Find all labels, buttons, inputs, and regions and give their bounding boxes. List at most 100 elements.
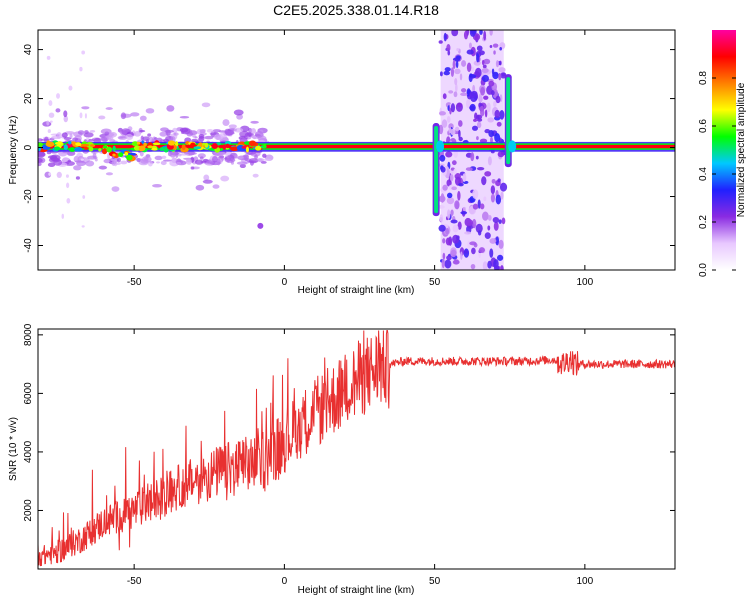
spectrogram-cell [82, 195, 86, 199]
noise-band-cell [469, 30, 476, 37]
snr-series-line [38, 330, 675, 567]
noise-band-cell [484, 171, 492, 177]
spectrogram-cell [77, 130, 85, 135]
spectrogram-cell [243, 154, 249, 161]
spectrogram-cell [79, 112, 83, 119]
noise-band-cell [469, 103, 476, 112]
spectrogram-cell [204, 142, 209, 148]
spectrogram-cell [212, 184, 220, 189]
noise-band-cell [491, 178, 496, 184]
spectrogram-cell [125, 133, 134, 141]
colorbar-tick-label: 0.6 [698, 119, 709, 133]
spectrogram-cell [224, 157, 236, 163]
y-tick-label: 2000 [23, 499, 34, 522]
noise-band-cell [455, 83, 458, 93]
spectrogram-cell [72, 137, 79, 142]
spectrogram-cell [61, 132, 68, 138]
spectrogram-cell [160, 127, 169, 132]
noise-band-cell [445, 237, 451, 246]
noise-band-cell [466, 30, 470, 36]
edge-feature-right [506, 77, 511, 165]
noise-band-cell [499, 182, 508, 192]
noise-band-cell [495, 194, 502, 205]
noise-band-cell [481, 176, 487, 186]
x-tick-label: -50 [127, 277, 142, 288]
noise-band-cell [481, 67, 489, 74]
spectrogram-cell [48, 112, 55, 118]
spectrogram-cell [261, 158, 272, 161]
spectrogram-cell [152, 183, 163, 188]
spectrogram-cell [174, 141, 179, 147]
spectrogram-cell [198, 142, 204, 148]
spectrogram-cell [65, 174, 69, 178]
noise-band-cell [472, 218, 477, 229]
noise-band-cell [454, 78, 458, 86]
spectrogram-x-ticks: -50 0 50 100 [127, 30, 594, 288]
noise-band-cell [475, 155, 479, 160]
main-line-core [38, 144, 675, 149]
noise-band-cell [460, 88, 467, 93]
noise-band-cell [479, 30, 483, 35]
spectrogram-cell [179, 153, 189, 156]
noise-band-cell [482, 261, 488, 270]
noise-band-cell [441, 119, 448, 128]
noise-band-cell [484, 232, 491, 240]
spectrogram-cell [192, 135, 197, 138]
spectrogram-cell [105, 172, 113, 176]
spectrogram-cell [81, 50, 86, 55]
spectrogram-cell [254, 154, 258, 160]
spectrogram-cell [126, 154, 133, 161]
spectrogram-cell [56, 93, 60, 99]
noise-band-cell [476, 136, 479, 141]
noise-band-cell [459, 73, 463, 81]
spectrogram-cell [49, 120, 53, 123]
spectrogram-cell [63, 110, 68, 118]
noise-band-cell [494, 109, 500, 119]
spectrogram-cell [46, 55, 51, 60]
noise-band-cell [452, 59, 456, 69]
spectrogram-cell [73, 147, 83, 152]
spectrogram-cell [222, 119, 230, 127]
isolated-blob [257, 222, 264, 229]
spectrogram-cell [89, 144, 96, 147]
noise-band-cell [483, 196, 487, 202]
spectrogram-cell [54, 141, 64, 145]
spectrogram-cell [62, 157, 69, 162]
y-tick-label: -20 [23, 189, 34, 204]
noise-band-cell [440, 166, 446, 173]
noise-band-cell [440, 193, 445, 203]
spectrogram-cell [254, 130, 264, 138]
spectrogram-cell [197, 153, 206, 159]
spectrogram-cell [154, 137, 158, 140]
spectrogram-cell [66, 182, 70, 189]
edge-feature-left-joint [436, 140, 445, 153]
spectrogram-cell [201, 129, 206, 133]
noise-band-cell [446, 115, 451, 123]
noise-band-cell [491, 68, 495, 75]
spectrogram-cell [104, 131, 110, 136]
spectrogram-cell [38, 162, 42, 167]
spectrogram-cell [124, 152, 129, 156]
noise-band-cell [467, 240, 471, 249]
noise-band-cell [477, 230, 482, 236]
noise-band-cell [465, 167, 473, 171]
noise-band-cell [438, 111, 446, 116]
spectrogram-cell [143, 142, 147, 147]
noise-band-cell [475, 114, 483, 120]
spectrogram-cell [63, 137, 72, 141]
spectrogram-cell [51, 135, 61, 140]
noise-band-cell [438, 124, 444, 135]
y-tick-label: 6000 [23, 382, 34, 405]
spectrogram-cell [140, 135, 144, 141]
spectrogram-cell [212, 155, 218, 163]
spectrogram-cell [233, 127, 244, 133]
noise-band-cell [453, 168, 457, 175]
colorbar-gradient [712, 30, 736, 270]
spectrogram-cell [252, 173, 259, 178]
y-tick-label: 8000 [23, 323, 34, 346]
noise-band-cell [475, 223, 483, 234]
noise-band-cell [486, 102, 491, 113]
y-tick-label: 0 [23, 144, 34, 150]
spectrogram-cell [117, 135, 128, 140]
spectrogram-cell [80, 143, 90, 147]
